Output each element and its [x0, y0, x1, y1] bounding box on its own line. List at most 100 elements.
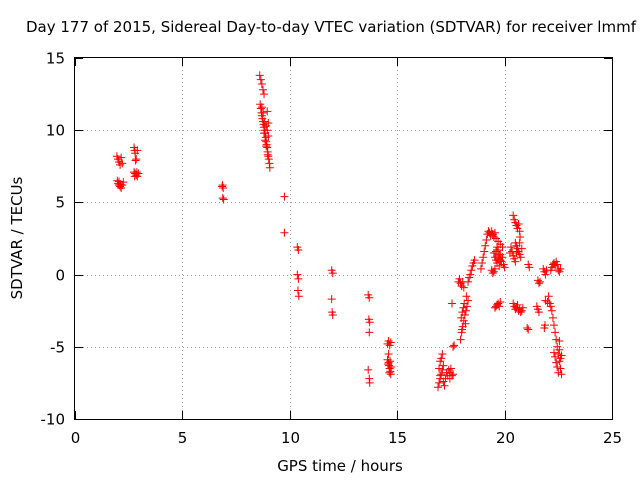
- data-point: [450, 341, 459, 350]
- data-point: [280, 192, 289, 201]
- data-point: [294, 246, 303, 255]
- data-point: [328, 311, 337, 320]
- data-point: [544, 292, 553, 301]
- data-point: [258, 85, 267, 94]
- data-point: [512, 248, 521, 257]
- x-tick-label: 10: [281, 429, 300, 447]
- data-point: [456, 335, 465, 344]
- data-point: [117, 153, 126, 162]
- data-point: [265, 163, 274, 172]
- data-point: [449, 342, 458, 351]
- data-point: [437, 370, 446, 379]
- data-point: [492, 247, 501, 256]
- data-point: [523, 324, 532, 333]
- data-point: [130, 172, 139, 181]
- data-point: [437, 354, 446, 363]
- data-point: [261, 136, 270, 145]
- data-point: [257, 103, 266, 112]
- data-point: [257, 79, 266, 88]
- data-point: [508, 247, 517, 256]
- axis-ticks: 0 5 10 15 20 25 -10 -5 0 5 10 15: [41, 50, 623, 448]
- data-point: [447, 299, 456, 308]
- data-point: [256, 75, 265, 84]
- data-point: [133, 146, 142, 155]
- data-point: [219, 195, 228, 204]
- data-point: [460, 299, 469, 308]
- data-point: [514, 220, 523, 229]
- x-axis-label: GPS time / hours: [277, 457, 403, 475]
- data-point: [218, 181, 227, 190]
- data-point: [365, 328, 374, 337]
- data-point: [280, 228, 289, 237]
- data-point: [546, 266, 555, 275]
- data-point: [534, 308, 543, 317]
- x-tick-label: 0: [71, 429, 81, 447]
- data-point: [264, 118, 273, 127]
- data-point: [553, 363, 562, 372]
- data-point: [293, 270, 302, 279]
- data-point: [260, 117, 269, 126]
- data-point: [116, 180, 125, 189]
- data-point: [517, 244, 526, 253]
- data-point: [551, 261, 560, 270]
- data-point: [476, 264, 485, 273]
- data-point: [435, 364, 444, 373]
- data-point: [550, 321, 559, 330]
- data-point: [500, 263, 509, 272]
- data-point: [525, 263, 534, 272]
- data-point: [435, 378, 444, 387]
- plot-frame: [74, 57, 613, 420]
- data-point: [264, 131, 273, 140]
- data-point: [458, 308, 467, 317]
- data-point: [509, 211, 518, 220]
- data-point: [446, 364, 455, 373]
- data-point: [365, 318, 374, 327]
- y-tick-label: 5: [55, 194, 65, 212]
- y-axis-label: SDTVAR / TECUs: [8, 176, 26, 299]
- data-point: [327, 295, 336, 304]
- data-point: [507, 243, 516, 252]
- data-point: [541, 270, 550, 279]
- data-point: [551, 328, 560, 337]
- data-point: [259, 108, 268, 117]
- data-point: [481, 241, 490, 250]
- x-tick-label: 25: [603, 429, 622, 447]
- data-point: [557, 370, 566, 379]
- data-point: [554, 266, 563, 275]
- data-point: [439, 361, 448, 370]
- data-point: [513, 300, 522, 309]
- data-point: [466, 270, 475, 279]
- data-point: [516, 253, 525, 262]
- data-point: [459, 303, 468, 312]
- data-point: [118, 159, 127, 168]
- data-point: [550, 348, 559, 357]
- data-point: [543, 298, 552, 307]
- data-point: [384, 350, 393, 359]
- data-point: [132, 168, 141, 177]
- y-tick-label: -5: [50, 339, 65, 357]
- data-point: [386, 370, 395, 379]
- data-point: [264, 155, 273, 164]
- data-point: [478, 259, 487, 268]
- data-point: [263, 107, 272, 116]
- data-point: [489, 233, 498, 242]
- data-point: [555, 345, 564, 354]
- data-point: [511, 257, 520, 266]
- x-tick-label: 5: [178, 429, 188, 447]
- data-point: [364, 365, 373, 374]
- data-point: [260, 90, 269, 99]
- grid: [75, 58, 612, 419]
- y-tick-label: -10: [41, 411, 66, 429]
- data-point: [365, 378, 374, 387]
- data-point: [555, 337, 564, 346]
- data-point: [116, 160, 125, 169]
- data-point: [449, 370, 458, 379]
- data-point: [132, 155, 141, 164]
- x-tick-label: 15: [388, 429, 407, 447]
- data-point: [489, 248, 498, 257]
- data-point: [536, 277, 545, 286]
- data-point: [365, 293, 374, 302]
- chart-title: Day 177 of 2015, Sidereal Day-to-day VTE…: [26, 18, 637, 36]
- data-point: [556, 264, 565, 273]
- data-point: [498, 253, 507, 262]
